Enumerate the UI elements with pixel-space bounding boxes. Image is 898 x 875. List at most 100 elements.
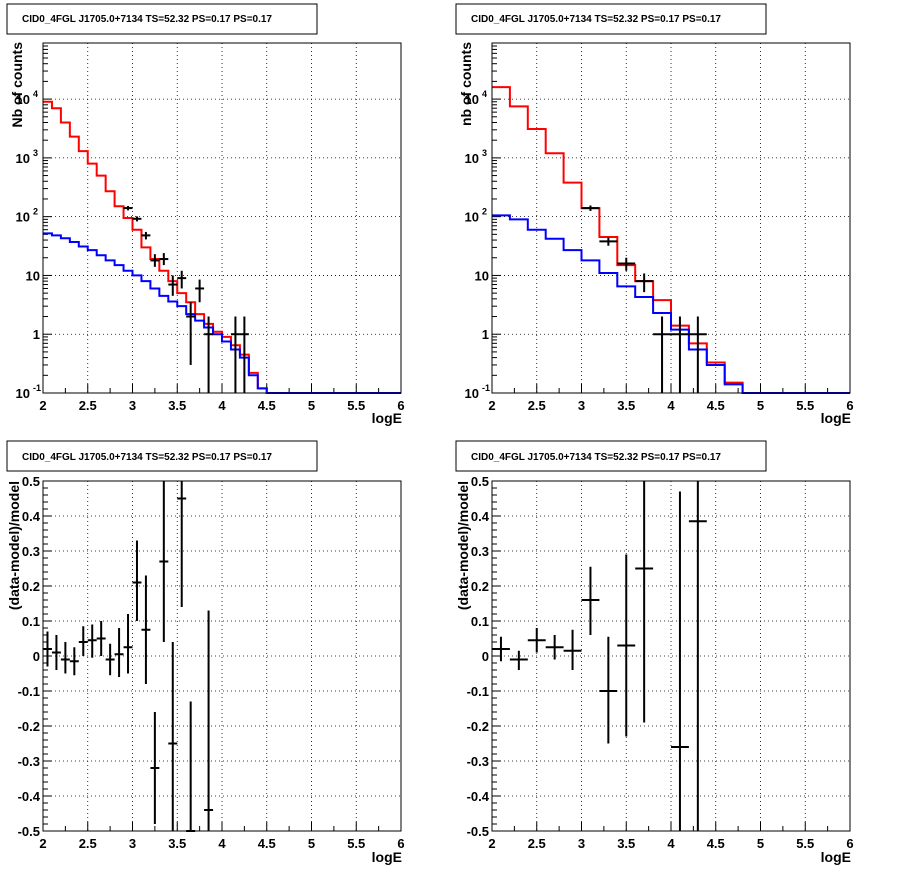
- data-point: [688, 481, 707, 831]
- y-tick-exponent: 2: [482, 207, 487, 217]
- data-point: [617, 554, 636, 737]
- data-point: [168, 642, 178, 831]
- data-point: [635, 481, 654, 723]
- data-point: [186, 302, 196, 365]
- x-tick-label: 3: [578, 398, 585, 413]
- y-tick-label: -0.4: [467, 789, 490, 804]
- plot-frame: [491, 480, 851, 832]
- y-tick-label: -0.3: [18, 754, 40, 769]
- y-tick-label: -0.2: [18, 719, 40, 734]
- x-tick-label: 5.5: [796, 836, 814, 851]
- data-point: [653, 316, 671, 393]
- data-point: [671, 316, 689, 393]
- data-point: [132, 540, 142, 621]
- data-point: [239, 316, 249, 393]
- data-point: [599, 237, 618, 246]
- data-point: [78, 626, 88, 656]
- data-point: [96, 621, 106, 656]
- x-tick-label: 5.5: [347, 398, 365, 413]
- y-tick-label: -0.1: [18, 684, 40, 699]
- y-tick-label: 0.2: [471, 579, 489, 594]
- x-tick-label: 5.5: [796, 398, 814, 413]
- y-tick-exponent: 3: [33, 148, 38, 158]
- x-tick-label: 4: [667, 398, 675, 413]
- x-tick-label: 4.5: [258, 836, 276, 851]
- data-point: [123, 205, 133, 211]
- x-tick-label: 2.5: [79, 836, 97, 851]
- x-axis-title: logE: [372, 849, 402, 865]
- y-tick-label: 1: [33, 327, 40, 342]
- data-point: [186, 701, 196, 832]
- y-tick-label: 0.2: [22, 579, 40, 594]
- y-axis-title: Nb of counts: [9, 42, 25, 128]
- y-tick-label: 10: [465, 386, 479, 401]
- y-tick-label: 10: [26, 268, 40, 283]
- plot-frame: [42, 42, 402, 394]
- data-point: [87, 624, 97, 658]
- x-axis-title: logE: [821, 849, 851, 865]
- y-axis-title: nb of counts: [458, 42, 474, 126]
- y-tick-label: 10: [16, 210, 30, 225]
- data-point: [492, 636, 510, 662]
- x-tick-label: 3: [129, 398, 136, 413]
- x-tick-label: 4.5: [707, 836, 725, 851]
- y-tick-exponent: 4: [482, 89, 487, 99]
- data-point: [69, 647, 79, 676]
- data-point: [150, 712, 160, 824]
- y-tick-label: 10: [16, 386, 30, 401]
- x-tick-label: 2: [39, 836, 46, 851]
- data-point: [43, 631, 52, 667]
- x-tick-label: 3: [129, 836, 136, 851]
- y-tick-label: -0.3: [467, 754, 489, 769]
- plot-frame: [491, 42, 851, 394]
- plot-title: CID0_4FGL J1705.0+7134 TS=52.32 PS=0.17 …: [471, 452, 721, 463]
- x-tick-label: 3.5: [168, 398, 186, 413]
- y-tick-label: -0.2: [467, 719, 489, 734]
- x-tick-label: 2: [488, 398, 495, 413]
- y-tick-label: 0.4: [471, 509, 490, 524]
- x-tick-label: 4.5: [258, 398, 276, 413]
- model-histogram-line: [43, 232, 401, 394]
- x-tick-label: 5: [308, 398, 315, 413]
- data-point: [204, 316, 214, 393]
- x-tick-label: 3.5: [617, 398, 635, 413]
- y-tick-exponent: 3: [482, 148, 487, 158]
- x-tick-label: 4: [218, 398, 226, 413]
- data-point: [688, 316, 707, 393]
- data-point: [60, 642, 70, 674]
- x-tick-label: 6: [846, 398, 853, 413]
- y-tick-exponent: -1: [482, 383, 490, 393]
- plot-area: 2 2.5 3 3.5 4 4.5 5 5.5 6 -0.5 -0.4 -0.3 -0.2 -0.1 0 0.…: [18, 474, 405, 851]
- data-point: [114, 628, 124, 677]
- data-point: [177, 481, 187, 607]
- data-point: [159, 253, 169, 266]
- x-tick-label: 2.5: [79, 398, 97, 413]
- y-tick-label: 0.3: [471, 544, 489, 559]
- title-box: [455, 3, 767, 35]
- data-point: [159, 481, 169, 642]
- x-tick-label: 3.5: [168, 836, 186, 851]
- x-tick-label: 2.5: [528, 836, 546, 851]
- y-tick-label: -0.5: [467, 824, 489, 839]
- data-point: [141, 575, 151, 684]
- y-tick-label: 10: [465, 92, 479, 107]
- plot-title: CID0_4FGL J1705.0+7134 TS=52.32 PS=0.17 …: [22, 452, 272, 463]
- data-point: [195, 279, 205, 303]
- plot-title: CID0_4FGL J1705.0+7134 TS=52.32 PS=0.17 …: [471, 14, 721, 25]
- y-tick-label: -0.1: [467, 684, 489, 699]
- x-tick-label: 4: [667, 836, 675, 851]
- y-tick-label: 0: [482, 649, 489, 664]
- data-point: [132, 216, 142, 222]
- y-tick-exponent: -1: [33, 383, 41, 393]
- data-point: [150, 254, 160, 267]
- x-tick-label: 6: [846, 836, 853, 851]
- y-tick-label: 0.5: [22, 474, 40, 489]
- data-point: [581, 205, 600, 211]
- data-point: [599, 636, 618, 744]
- x-axis-title: logE: [372, 410, 402, 426]
- plot-frame: [42, 480, 402, 832]
- y-tick-label: 0: [33, 649, 40, 664]
